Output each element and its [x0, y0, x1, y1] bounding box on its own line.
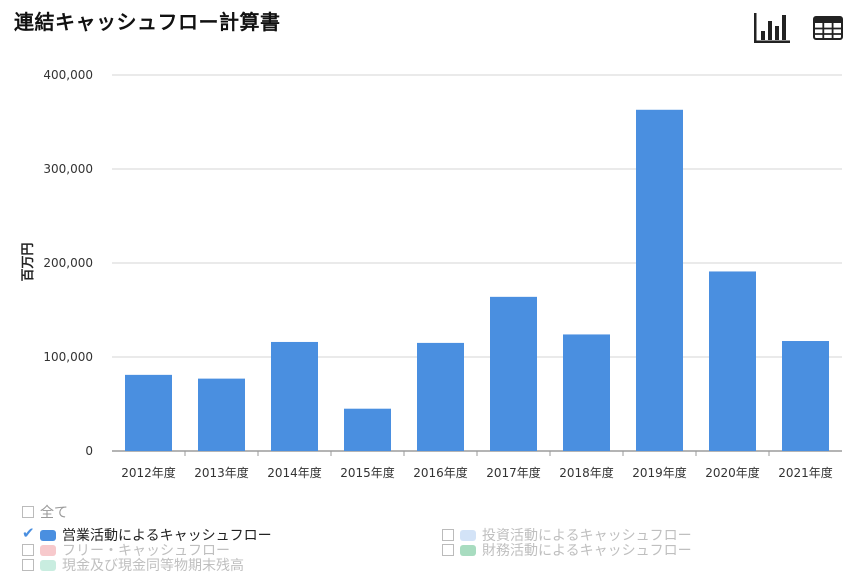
legend-label: 営業活動によるキャッシュフロー	[62, 528, 272, 544]
legend-item-operating[interactable]: ✔ 営業活動によるキャッシュフロー	[22, 526, 272, 544]
bar-2014年度[interactable]	[271, 341, 318, 451]
bar-2021年度[interactable]	[782, 341, 829, 451]
legend: 全て ✔ 営業活動によるキャッシュフロー 投資活動によるキャッシュフロー フリー…	[0, 500, 862, 583]
y-tick-labels: 0 100,000 200,000 300,000 400,000	[43, 68, 93, 458]
legend-swatch	[40, 544, 56, 556]
legend-swatch	[40, 559, 56, 571]
x-tick-label: 2021年度	[778, 465, 833, 480]
x-tick-label: 2020年度	[705, 465, 760, 480]
legend-item-free-cf[interactable]: フリー・キャッシュフロー	[22, 541, 230, 559]
bar-2017年度[interactable]	[490, 296, 537, 451]
bar-2018年度[interactable]	[563, 334, 610, 451]
bars	[125, 109, 829, 451]
bar-2012年度[interactable]	[125, 374, 172, 451]
x-tick-label: 2017年度	[486, 465, 541, 480]
financing-checkbox[interactable]	[442, 544, 454, 556]
y-axis-label: 百万円	[21, 242, 36, 281]
bar-chart: 0 100,000 200,000 300,000 400,000 2012年度 2013…	[21, 68, 842, 480]
y-tick-label: 200,000	[43, 256, 93, 270]
x-tick-label: 2018年度	[559, 465, 614, 480]
y-tick-label: 400,000	[43, 68, 93, 82]
table-grid-icon	[813, 16, 843, 40]
checkmark-icon: ✔	[22, 524, 35, 542]
x-tick-label: 2013年度	[194, 465, 249, 480]
bar-chart-icon	[754, 13, 790, 43]
legend-item-investing[interactable]: 投資活動によるキャッシュフロー	[442, 526, 692, 544]
x-tick-label: 2014年度	[267, 465, 322, 480]
x-tick-label: 2012年度	[121, 465, 176, 480]
bar-2016年度[interactable]	[417, 342, 464, 451]
all-checkbox[interactable]	[22, 506, 34, 518]
legend-label: 財務活動によるキャッシュフロー	[482, 543, 692, 559]
legend-label: 投資活動によるキャッシュフロー	[482, 528, 692, 544]
legend-label: 現金及び現金同等物期末残高	[62, 558, 244, 574]
y-tick-label: 100,000	[43, 350, 93, 364]
bar-2013年度[interactable]	[198, 378, 245, 451]
table-view-button[interactable]	[808, 10, 848, 46]
legend-item-cash-end[interactable]: 現金及び現金同等物期末残高	[22, 556, 244, 574]
x-tick-label: 2016年度	[413, 465, 468, 480]
bar-2020年度[interactable]	[709, 271, 756, 451]
x-tick-label: 2019年度	[632, 465, 687, 480]
investing-checkbox[interactable]	[442, 529, 454, 541]
legend-swatch	[460, 529, 476, 541]
bar-2019年度[interactable]	[636, 109, 683, 451]
cash-end-checkbox[interactable]	[22, 559, 34, 571]
operating-checkbox[interactable]: ✔	[22, 524, 35, 542]
chart-toolbar	[752, 10, 848, 46]
bar-chart-view-button[interactable]	[752, 10, 792, 46]
legend-swatch	[460, 544, 476, 556]
free-cf-checkbox[interactable]	[22, 544, 34, 556]
page-title: 連結キャッシュフロー計算書	[14, 10, 281, 34]
y-tick-label: 0	[85, 444, 93, 458]
legend-label: フリー・キャッシュフロー	[62, 543, 230, 559]
legend-item-financing[interactable]: 財務活動によるキャッシュフロー	[442, 541, 692, 559]
legend-swatch	[40, 529, 56, 541]
legend-all[interactable]: 全て	[22, 503, 68, 521]
legend-all-label: 全て	[40, 505, 68, 521]
x-tick-labels: 2012年度 2013年度 2014年度 2015年度 2016年度 2017年度 2018…	[121, 451, 833, 480]
x-tick-label: 2015年度	[340, 465, 395, 480]
y-tick-label: 300,000	[43, 162, 93, 176]
bar-2015年度[interactable]	[344, 408, 391, 451]
